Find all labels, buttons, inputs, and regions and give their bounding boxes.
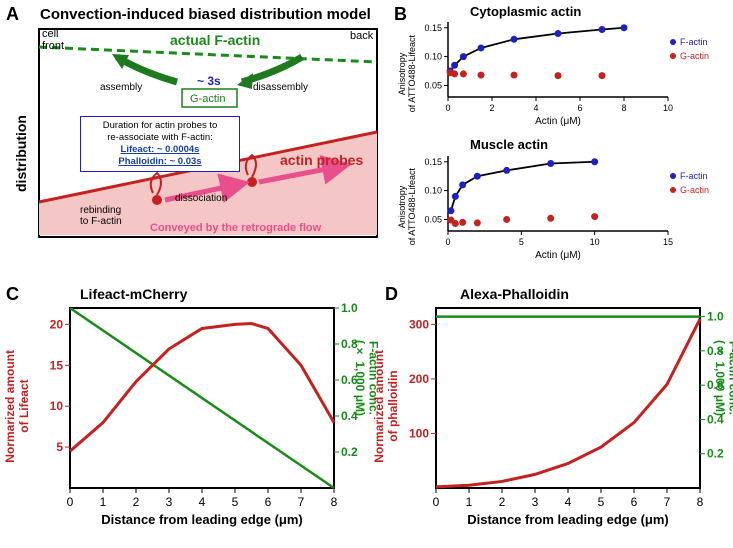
note-lifeact: Lifeact: ~ 0.0004s bbox=[121, 144, 200, 155]
svg-text:3: 3 bbox=[532, 495, 539, 509]
svg-text:10: 10 bbox=[50, 399, 64, 413]
svg-text:2: 2 bbox=[489, 103, 494, 113]
svg-text:0: 0 bbox=[433, 495, 440, 509]
svg-text:15: 15 bbox=[50, 358, 64, 372]
svg-text:G-actin: G-actin bbox=[680, 51, 709, 61]
panel-a-title: Convection-induced biased distribution m… bbox=[40, 6, 371, 23]
svg-text:1.0: 1.0 bbox=[341, 301, 358, 315]
svg-text:F-actin: F-actin bbox=[680, 37, 708, 47]
svg-text:4: 4 bbox=[199, 495, 206, 509]
d-ylabel-left: Normarized amount of phalloidin bbox=[373, 350, 401, 463]
svg-text:2: 2 bbox=[499, 495, 506, 509]
svg-text:G-actin: G-actin bbox=[680, 185, 709, 195]
svg-text:5: 5 bbox=[598, 495, 605, 509]
svg-text:0: 0 bbox=[445, 103, 450, 113]
turnover-time: ~ 3s bbox=[197, 74, 221, 88]
svg-text:0.15: 0.15 bbox=[424, 23, 442, 33]
svg-text:6: 6 bbox=[631, 495, 638, 509]
assembly-label: assembly bbox=[100, 82, 142, 93]
b-top-chart: 0 2 4 6 8 10 0.05 0.10 0.15 Actin (μM) F-actin G-ac… bbox=[416, 16, 716, 131]
svg-text:15: 15 bbox=[663, 237, 673, 247]
svg-text:4: 4 bbox=[533, 103, 538, 113]
cell-front-label: cell front bbox=[42, 28, 64, 52]
c-ylabel-left: Normarized amount of Lifeact bbox=[4, 350, 32, 463]
actual-f-actin-label: actual F-actin bbox=[170, 32, 260, 48]
svg-text:Distance from leading edge (μm: Distance from leading edge (μm) bbox=[101, 512, 303, 527]
panel-d-label: D bbox=[385, 284, 398, 305]
panel-b-label: B bbox=[394, 4, 407, 25]
b-top-ylabel: Anisotropy of ATTO488-Lifeact bbox=[398, 35, 418, 112]
svg-text:6: 6 bbox=[265, 495, 272, 509]
d-chart: 0123456781002003000.20.40.60.81.0Distanc… bbox=[398, 300, 733, 530]
panel-a-label: A bbox=[6, 4, 19, 25]
rebinding-label: rebinding to F-actin bbox=[80, 205, 122, 227]
svg-text:0: 0 bbox=[445, 237, 450, 247]
note-phalloidin: Phalloidin: ~ 0.03s bbox=[118, 156, 201, 167]
svg-text:7: 7 bbox=[664, 495, 671, 509]
svg-text:0.10: 0.10 bbox=[424, 52, 442, 62]
c-chart: 01234567851015200.20.40.60.81.0Distance … bbox=[32, 300, 372, 530]
svg-text:10: 10 bbox=[663, 103, 673, 113]
b-bottom-ylabel: Anisotropy of ATTO488-Lifeact bbox=[398, 168, 418, 245]
dissociation-label: dissociation bbox=[175, 193, 227, 204]
svg-text:0.10: 0.10 bbox=[424, 186, 442, 196]
svg-text:1: 1 bbox=[466, 495, 473, 509]
svg-text:Actin (μM): Actin (μM) bbox=[535, 116, 581, 127]
svg-text:1.0: 1.0 bbox=[707, 310, 724, 324]
g-actin-label: G-actin bbox=[190, 93, 225, 105]
svg-text:4: 4 bbox=[565, 495, 572, 509]
panel-c-label: C bbox=[6, 284, 19, 305]
note-header: Duration for actin probes to re-associat… bbox=[103, 120, 218, 143]
svg-text:10: 10 bbox=[590, 237, 600, 247]
b-bottom-chart: 0 5 10 15 0.05 0.10 0.15 Actin (μM) F-actin G-act… bbox=[416, 150, 716, 265]
back-label: back bbox=[350, 30, 373, 42]
svg-text:0.05: 0.05 bbox=[424, 80, 442, 90]
svg-text:3: 3 bbox=[166, 495, 173, 509]
svg-text:0.2: 0.2 bbox=[341, 445, 358, 459]
svg-text:F-actin: F-actin bbox=[680, 171, 708, 181]
svg-text:2: 2 bbox=[133, 495, 140, 509]
svg-text:5: 5 bbox=[232, 495, 239, 509]
distribution-label: distribution bbox=[13, 115, 29, 192]
svg-text:8: 8 bbox=[331, 495, 338, 509]
svg-text:0.2: 0.2 bbox=[707, 447, 724, 461]
svg-text:8: 8 bbox=[621, 103, 626, 113]
svg-text:1: 1 bbox=[100, 495, 107, 509]
svg-text:Actin (μM): Actin (μM) bbox=[535, 250, 581, 261]
actin-probes-label: actin probes bbox=[280, 152, 363, 168]
svg-text:20: 20 bbox=[50, 317, 64, 331]
svg-text:100: 100 bbox=[409, 426, 429, 440]
svg-text:Distance from leading edge (μm: Distance from leading edge (μm) bbox=[467, 512, 669, 527]
svg-text:5: 5 bbox=[56, 440, 63, 454]
svg-text:6: 6 bbox=[577, 103, 582, 113]
note-box: Duration for actin probes to re-associat… bbox=[80, 116, 240, 172]
svg-text:200: 200 bbox=[409, 372, 429, 386]
svg-text:7: 7 bbox=[298, 495, 305, 509]
svg-text:0: 0 bbox=[67, 495, 74, 509]
d-ylabel-right: F-actin conc. (× 1,000 μM) bbox=[712, 340, 733, 416]
svg-text:0.15: 0.15 bbox=[424, 157, 442, 167]
svg-text:300: 300 bbox=[409, 317, 429, 331]
disassembly-label: disassembly bbox=[253, 82, 308, 93]
svg-text:5: 5 bbox=[519, 237, 524, 247]
svg-text:0.05: 0.05 bbox=[424, 214, 442, 224]
svg-text:8: 8 bbox=[697, 495, 704, 509]
conveyed-label: Conveyed by the retrograde flow bbox=[150, 222, 321, 234]
